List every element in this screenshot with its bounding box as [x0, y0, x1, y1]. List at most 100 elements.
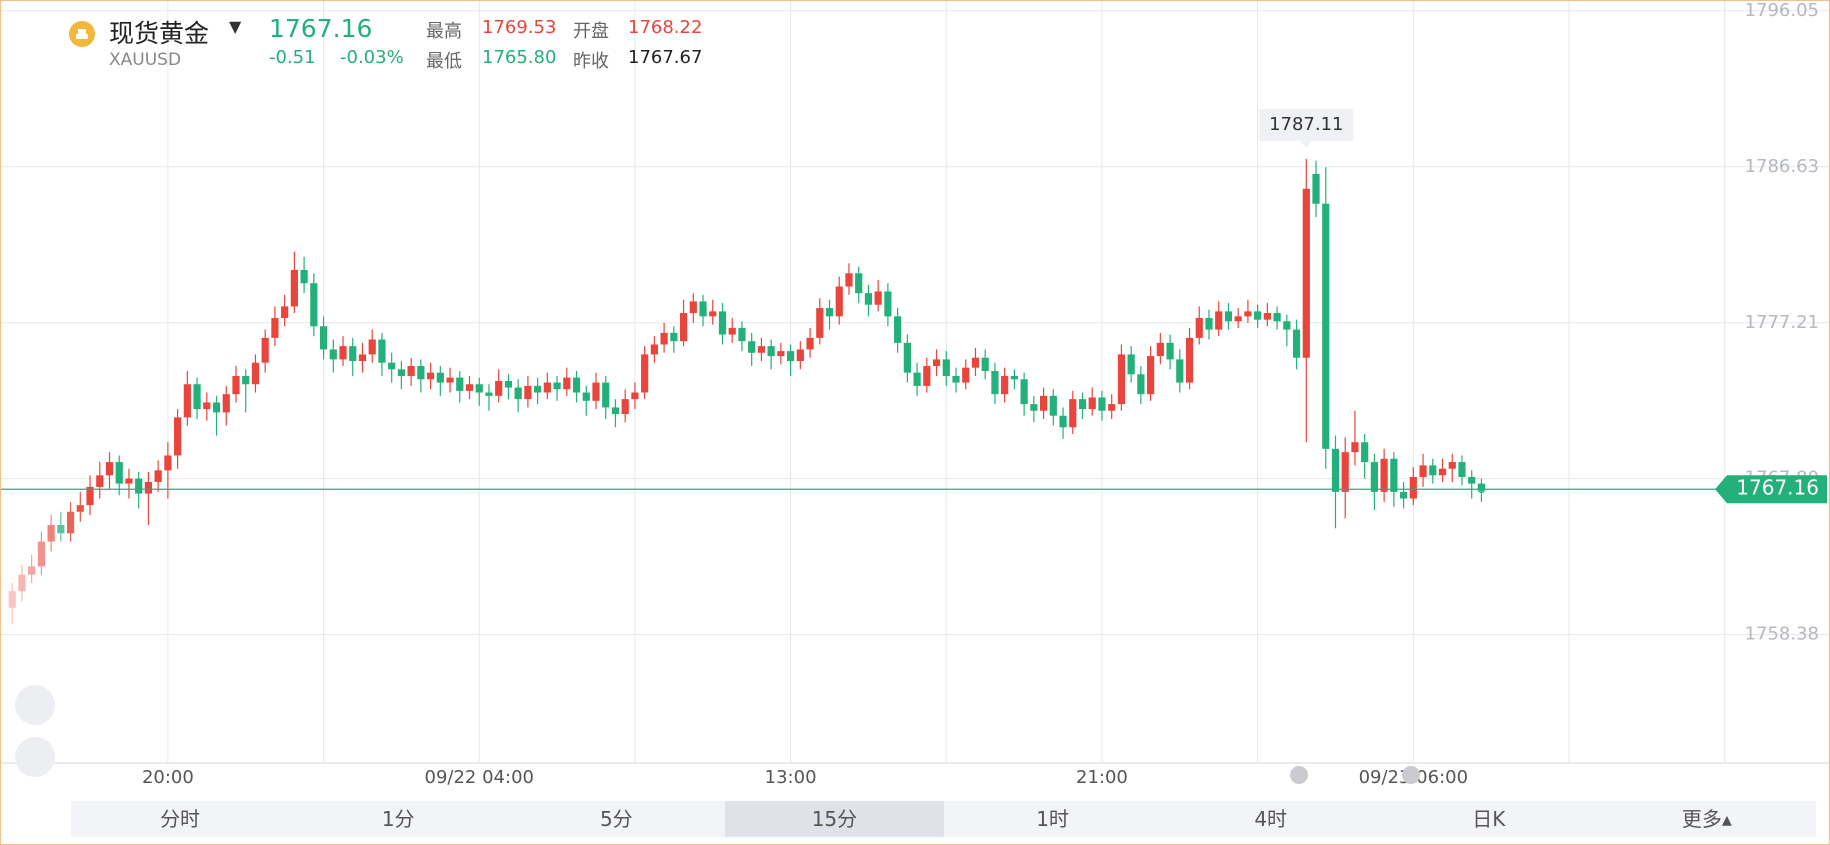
candle [699, 294, 707, 327]
candle [1088, 387, 1096, 416]
candle-body [1380, 458, 1388, 492]
candle-body [261, 337, 269, 363]
indicator-tool[interactable] [15, 789, 55, 829]
candle [183, 370, 191, 426]
candle-body [1039, 395, 1048, 411]
candle-body [1069, 399, 1077, 428]
candle [281, 294, 289, 327]
stat-value: 1765.80 [482, 47, 557, 68]
period-tab[interactable]: 日K [1472, 807, 1506, 831]
candle-body [1302, 188, 1310, 358]
period-tab[interactable]: 15分 [725, 801, 944, 837]
candle-body [942, 359, 950, 376]
candle [47, 515, 55, 552]
y-tick-label: 1796.05 [1745, 1, 1819, 21]
y-tick-label: 1777.21 [1745, 312, 1819, 333]
period-tab[interactable]: 更多▴ [1681, 807, 1732, 831]
candle-body [874, 291, 882, 305]
candle-body [37, 541, 45, 567]
candle-body [1458, 462, 1466, 477]
candle-body [465, 384, 474, 391]
candle-body [835, 286, 843, 317]
candle-body [864, 293, 873, 305]
y-tick-label: 1758.38 [1745, 624, 1819, 645]
candle [18, 564, 26, 602]
period-tab[interactable]: 5分 [599, 807, 633, 831]
candle [670, 326, 678, 353]
change-pct: -0.03% [340, 47, 404, 68]
candle [76, 491, 84, 522]
candle-body [28, 566, 36, 575]
candle-body [144, 481, 153, 494]
candle-body [1254, 311, 1262, 320]
candle [1001, 367, 1009, 403]
candle [135, 472, 143, 509]
candle-body [670, 332, 678, 342]
candle-tool[interactable] [15, 685, 55, 725]
candle-body [1292, 329, 1301, 358]
candle [1166, 334, 1174, 370]
candle-body [572, 377, 581, 393]
period-tab[interactable]: 分时 [160, 807, 201, 831]
candle-body [1049, 395, 1057, 416]
candle-body [582, 392, 590, 401]
candle-body [47, 525, 55, 542]
candle-body [777, 351, 785, 357]
candle-body [884, 291, 892, 317]
candle-body [728, 327, 736, 335]
candle [1331, 435, 1340, 529]
candle-body [611, 407, 620, 415]
candle-body [709, 311, 717, 317]
x-tick-label: 20:00 [142, 767, 194, 788]
candle-body [543, 382, 551, 393]
candle-body [417, 366, 425, 380]
period-tab[interactable]: 1分 [381, 807, 415, 831]
candle [825, 299, 834, 330]
candle [86, 475, 94, 516]
x-tick-label: 09/22 04:00 [425, 767, 534, 788]
candle-body [115, 462, 123, 484]
candle-body [1283, 321, 1291, 330]
candle [1195, 306, 1203, 345]
draw-tool[interactable] [15, 737, 55, 777]
candle-body [242, 375, 250, 385]
candle-body [1001, 375, 1009, 395]
candle [203, 392, 211, 421]
candle-body [495, 380, 503, 396]
candle [1224, 303, 1233, 330]
candle [1010, 369, 1018, 390]
candle-body [796, 349, 804, 362]
candle [572, 370, 581, 403]
period-tab[interactable]: 1时 [1036, 807, 1069, 831]
candle [1098, 390, 1106, 421]
candle-body [329, 349, 337, 360]
candle [660, 322, 668, 353]
candle [962, 359, 970, 390]
candle [349, 337, 357, 376]
instrument-name[interactable]: 现货黄金 [109, 19, 210, 48]
candle [1205, 309, 1213, 340]
candle-body [222, 394, 230, 413]
candle-body [767, 346, 775, 357]
dropdown-caret[interactable]: ▼ [229, 17, 242, 36]
candle [8, 582, 16, 625]
stat-label: 最高 [426, 21, 462, 42]
candle-body [57, 525, 65, 534]
period-tab[interactable]: 4时 [1254, 807, 1288, 831]
candle-body [388, 362, 396, 370]
candle [1429, 458, 1437, 484]
candle [845, 263, 853, 295]
candle-body [339, 346, 347, 360]
candle [952, 367, 960, 393]
candle [1438, 458, 1447, 482]
candle [563, 367, 571, 396]
candle [1108, 394, 1116, 420]
candle-body [524, 385, 532, 400]
price: 1767.16 [269, 14, 373, 43]
candle [1147, 346, 1155, 401]
candle [222, 385, 230, 426]
stat-label: 昨收 [573, 51, 609, 72]
candle [913, 362, 921, 396]
candle [932, 349, 941, 376]
candle [864, 284, 873, 317]
